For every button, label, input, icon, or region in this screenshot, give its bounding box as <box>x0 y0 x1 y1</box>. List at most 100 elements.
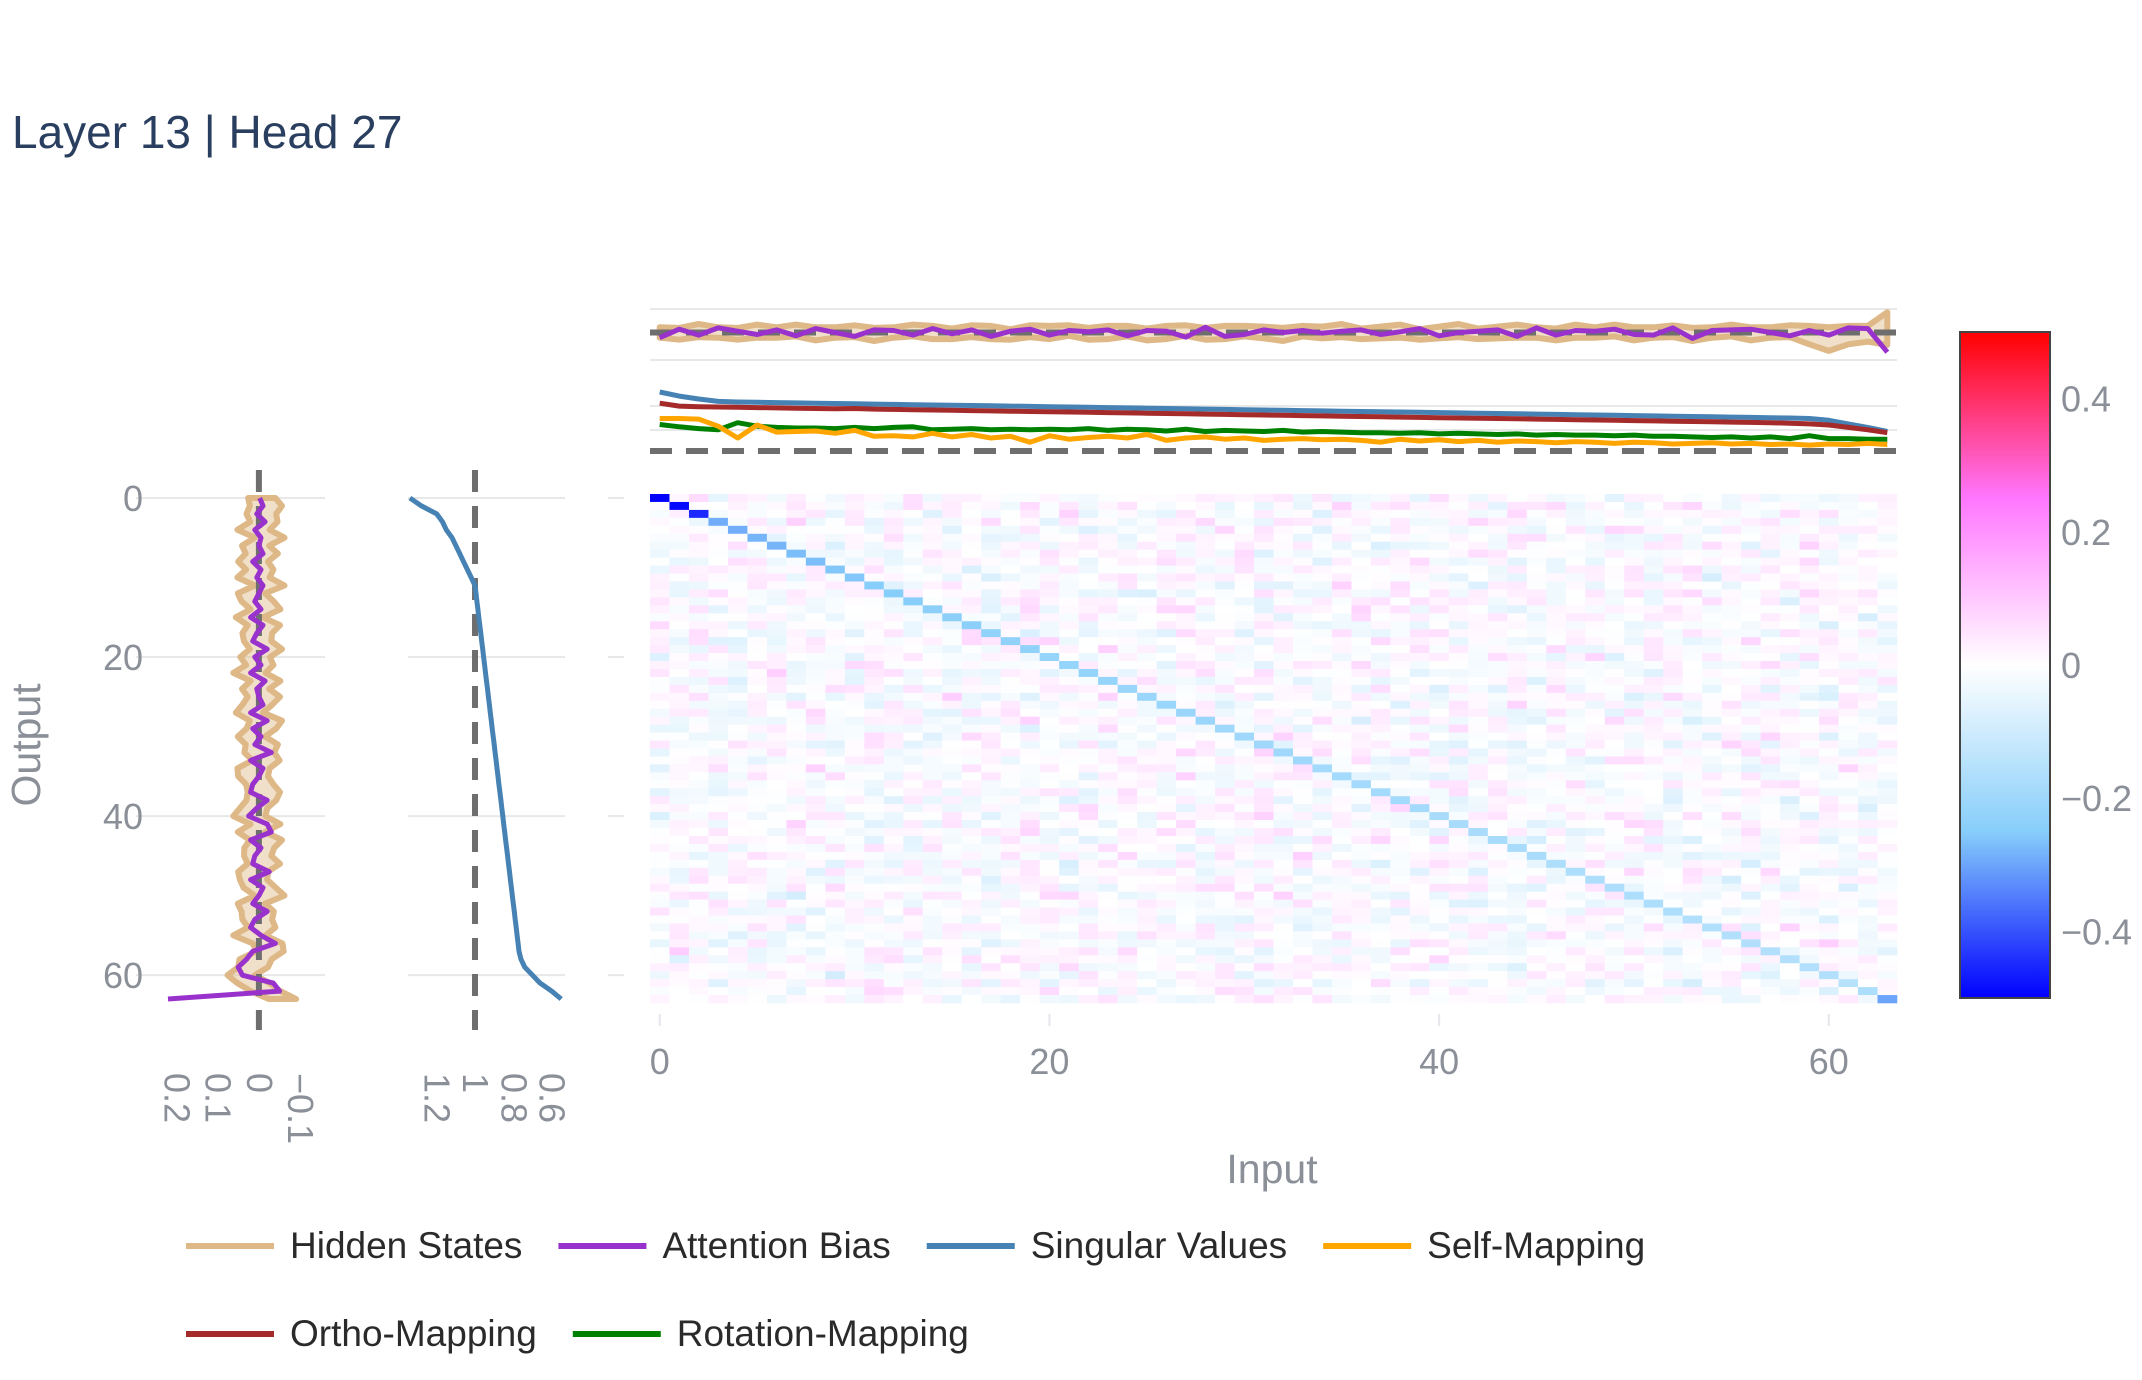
heatmap-cell <box>1819 915 1839 924</box>
heatmap-cell <box>1838 764 1859 773</box>
heatmap-cell <box>1819 859 1839 869</box>
heatmap-cell <box>883 780 904 789</box>
heatmap-cell <box>1721 700 1742 710</box>
heatmap-cell <box>1799 509 1820 519</box>
heatmap-cell <box>961 915 982 924</box>
heatmap-cell <box>961 804 982 813</box>
heatmap-cell <box>864 525 885 535</box>
heatmap-cell <box>1429 597 1450 606</box>
heatmap-cell <box>1409 939 1430 948</box>
heatmap-cell <box>1585 907 1606 916</box>
heatmap-cell <box>747 661 768 670</box>
heatmap-cell <box>1546 605 1567 614</box>
heatmap-cell <box>766 684 787 694</box>
heatmap-cell <box>1331 525 1352 535</box>
heatmap-cell <box>1507 931 1528 940</box>
heatmap-cell <box>1000 788 1021 797</box>
heatmap-cell <box>1858 820 1878 829</box>
heatmap-cell <box>1760 684 1781 694</box>
heatmap-cell <box>1838 915 1859 924</box>
attention-bias-line <box>167 497 283 1002</box>
heatmap-cell <box>1390 708 1411 717</box>
heatmap-cell <box>747 796 768 805</box>
heatmap-cell <box>1000 653 1021 662</box>
heatmap-cell <box>708 517 729 527</box>
heatmap-cell <box>1156 907 1177 916</box>
heatmap-cell <box>1585 804 1606 813</box>
heatmap-cell <box>708 931 729 940</box>
heatmap-cell <box>1390 915 1411 924</box>
heatmap-cell <box>1624 963 1644 972</box>
heatmap-cell <box>805 947 826 956</box>
heatmap-cell <box>1721 796 1742 805</box>
heatmap-cell <box>1215 565 1235 574</box>
heatmap-cell <box>825 541 846 550</box>
heatmap-cell <box>1254 557 1274 566</box>
heatmap-cell <box>1448 780 1469 789</box>
heatmap-cell <box>1331 533 1352 543</box>
heatmap-cell <box>1137 971 1157 980</box>
heatmap-cell <box>1078 843 1099 853</box>
heatmap-cell <box>1448 533 1469 543</box>
heatmap-cell <box>883 716 904 725</box>
heatmap-cell <box>961 955 982 964</box>
heatmap-cell <box>727 637 748 646</box>
heatmap-cell <box>942 915 963 924</box>
heatmap-cell <box>688 812 709 821</box>
heatmap-cell <box>1137 676 1157 686</box>
heatmap-cell <box>1741 653 1761 662</box>
heatmap-cell <box>1624 875 1644 884</box>
heatmap-cell <box>903 645 924 654</box>
heatmap-cell <box>669 820 690 829</box>
heatmap-cell <box>1780 716 1800 725</box>
heatmap-cell <box>766 867 787 877</box>
heatmap-cell <box>1254 891 1274 900</box>
heatmap-cell <box>1877 597 1898 606</box>
heatmap-cell <box>1176 637 1196 646</box>
heatmap-cell <box>1429 708 1450 717</box>
heatmap-cell <box>1370 748 1391 757</box>
heatmap-cell <box>1409 947 1430 956</box>
heatmap-cell <box>922 724 943 733</box>
heatmap-cell <box>1429 883 1450 892</box>
heatmap-cell <box>1487 597 1508 606</box>
heatmap-cell <box>1448 700 1469 710</box>
heatmap-cell <box>1526 851 1547 861</box>
heatmap-cell <box>942 581 963 590</box>
heatmap-cell <box>1760 494 1781 503</box>
heatmap-cell <box>1468 923 1489 932</box>
heatmap-cell <box>1838 875 1859 884</box>
heatmap-cell <box>1760 724 1781 733</box>
heatmap-cell <box>1117 756 1138 765</box>
heatmap-cell <box>1331 549 1352 558</box>
heatmap-cell <box>1312 748 1333 757</box>
heatmap-cell <box>1331 605 1352 614</box>
heatmap-cell <box>1858 501 1878 511</box>
heatmap-cell <box>1858 804 1878 813</box>
heatmap-cell <box>805 859 826 869</box>
heatmap-cell <box>1643 780 1664 789</box>
heatmap-cell <box>1195 923 1216 932</box>
heatmap-cell <box>1546 987 1567 996</box>
heatmap-cell <box>942 851 963 861</box>
heatmap-cell <box>1156 676 1177 686</box>
heatmap-cell <box>1254 971 1274 980</box>
heatmap-cell <box>1078 501 1099 511</box>
heatmap-cell <box>1487 724 1508 733</box>
heatmap-cell <box>1585 835 1606 845</box>
heatmap-cell <box>1838 621 1859 630</box>
heatmap-cell <box>1721 724 1742 733</box>
heatmap-cell <box>1702 637 1722 646</box>
heatmap-cell <box>650 812 670 821</box>
heatmap-cell <box>766 772 787 781</box>
heatmap-cell <box>1663 955 1683 964</box>
heatmap-cell <box>942 653 963 662</box>
heatmap-cell <box>650 979 670 988</box>
heatmap-cell <box>1292 684 1313 694</box>
heatmap-cell <box>1429 820 1450 829</box>
heatmap-cell <box>1351 509 1372 519</box>
heatmap-cell <box>1468 995 1489 1004</box>
heatmap-cell <box>1741 541 1761 550</box>
heatmap-cell <box>844 963 865 972</box>
heatmap-cell <box>688 724 709 733</box>
